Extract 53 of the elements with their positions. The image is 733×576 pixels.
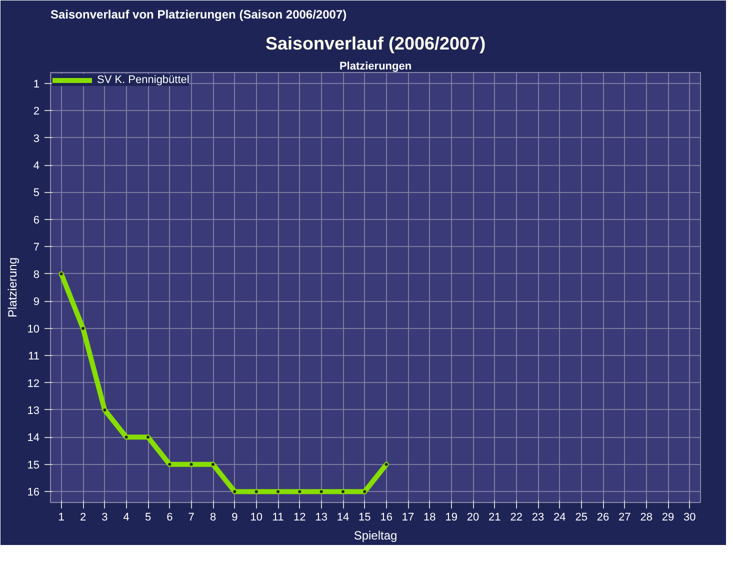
- y-tick-label: 4: [33, 160, 40, 172]
- y-tick-label: 9: [33, 296, 40, 308]
- x-tick-label: 15: [358, 512, 371, 524]
- x-tick-label: 25: [575, 512, 588, 524]
- x-tick-label: 22: [510, 512, 522, 524]
- text: Saisonverlauf von Platzierungen (Saison 2006/2007): [50, 8, 347, 22]
- x-tick-label: 10: [250, 512, 262, 524]
- x-tick-label: 23: [532, 512, 544, 524]
- x-tick-label: 6: [166, 512, 173, 524]
- x-tick-label: 21: [488, 512, 501, 524]
- y-tick-label: 11: [28, 350, 40, 363]
- x-tick-label: 20: [466, 512, 480, 524]
- y-tick-label: 6: [33, 214, 40, 226]
- point: [384, 462, 389, 467]
- x-tick-label: 24: [554, 512, 566, 524]
- y-tick-label: 15: [27, 459, 40, 472]
- x-tick-label: 11: [272, 512, 284, 524]
- x-tick-label: 30: [684, 512, 696, 524]
- x-tick-label: 28: [640, 512, 652, 524]
- y-tick-label: 1: [33, 78, 40, 90]
- x-tick-label: 29: [662, 512, 674, 524]
- x-tick-label: 1: [58, 512, 64, 524]
- legend-label: SV K. Pennigbüttel: [97, 74, 190, 86]
- y-tick-label: 16: [27, 486, 40, 499]
- y-tick-label: 13: [27, 404, 40, 417]
- x-tick-label: 14: [336, 512, 350, 524]
- x-tick-label: 9: [232, 512, 238, 524]
- x-tick-label: 17: [402, 512, 414, 524]
- y-tick-label: 5: [33, 187, 40, 200]
- x-tick-label: 27: [618, 512, 631, 524]
- x-tick-label: 12: [294, 512, 306, 524]
- x-tick-label: 5: [144, 512, 152, 524]
- y-tick-label: 3: [33, 132, 40, 145]
- x-tick-label: 13: [315, 512, 328, 524]
- y-tick-label: 2: [33, 106, 40, 118]
- x-tick-label: 18: [424, 512, 436, 524]
- x-tick-label: 8: [210, 512, 216, 524]
- y-axis-title: Platzierung: [5, 257, 20, 318]
- y-tick-label: 14: [27, 432, 40, 444]
- x-tick-label: 16: [380, 512, 392, 524]
- chart-title: Saisonverlauf (2006/2007): [265, 34, 486, 54]
- y-tick-label: 8: [33, 268, 40, 281]
- y-tick-label: 12: [27, 378, 40, 390]
- y-tick-label: 7: [33, 242, 40, 254]
- x-tick-label: 3: [102, 512, 108, 524]
- x-tick-label: 26: [596, 512, 610, 524]
- x-tick-label: 7: [188, 512, 194, 524]
- chart-subtitle: Platzierungen: [339, 60, 412, 72]
- x-tick-label: 19: [445, 512, 458, 524]
- x-tick-label: 2: [80, 512, 86, 524]
- y-tick-label: 10: [27, 323, 40, 336]
- x-axis-title: Spieltag: [354, 528, 398, 542]
- x-tick-label: 4: [123, 512, 130, 524]
